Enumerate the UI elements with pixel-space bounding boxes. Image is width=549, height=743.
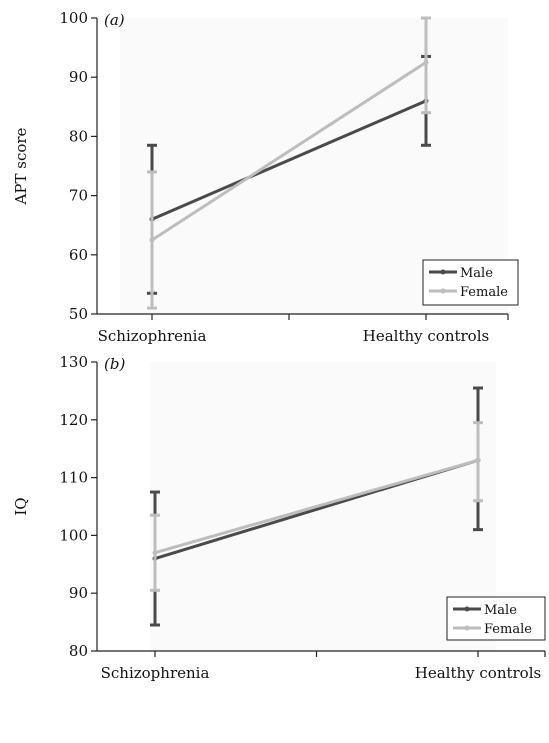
panel-a-series-male-line (151, 99, 427, 221)
panel-a-legend-label-male: Male (460, 266, 493, 281)
panel-b-category-label: Healthy controls (415, 664, 541, 682)
panel-a-y-tick-label: 80 (69, 127, 88, 145)
panel-b-y-tick-label: 130 (59, 353, 88, 371)
panel-a-legend-label-female: Female (460, 285, 508, 300)
panel-b-category-label: Schizophrenia (101, 664, 210, 682)
panel-a-legend-marker-male (440, 269, 446, 275)
panel-b-y-tick-label: 90 (69, 584, 88, 602)
panel-a-series-female-line (151, 61, 427, 242)
panel-a-category-label: Healthy controls (363, 327, 489, 345)
panel-a-legend-marker-female (440, 288, 446, 294)
panel-b-legend-label-female: Female (484, 622, 532, 637)
panel-b-legend-marker-female (464, 625, 470, 631)
panel-b-y-axis-title: IQ (12, 497, 30, 515)
panel-b-panel-label: (b) (104, 355, 125, 373)
panel-a-y-tick-label: 90 (69, 68, 88, 86)
panel-b-series-female-line (154, 458, 479, 555)
panel-b-series-female-point (152, 550, 158, 556)
panel-a-series-female-point (423, 59, 429, 65)
panel-b-y-tick-label: 110 (59, 469, 88, 487)
panel-a-y-tick-label: 70 (69, 187, 88, 205)
panel-b-y-tick-label: 120 (59, 411, 88, 429)
panel-a-y-axis-title: APT score (12, 127, 30, 205)
panel-a-y-tick-label: 60 (69, 246, 88, 264)
panel-a-category-label: Schizophrenia (98, 327, 207, 345)
panel-a-panel-label: (a) (104, 11, 125, 29)
panel-b-legend-label-male: Male (484, 603, 517, 618)
panel-a-y-tick-label: 100 (59, 9, 88, 27)
panel-b-series-female-point (475, 457, 481, 463)
panel-b-y-tick-label: 80 (69, 642, 88, 660)
panel-b-legend-box (446, 596, 546, 641)
panel-a-series-female-point (149, 237, 155, 243)
panel-a-legend-box (422, 259, 519, 306)
panel-b-y-tick-label: 100 (59, 526, 88, 544)
panel-a-y-tick-label: 50 (69, 305, 88, 323)
panel-b-legend-marker-male (464, 606, 470, 612)
